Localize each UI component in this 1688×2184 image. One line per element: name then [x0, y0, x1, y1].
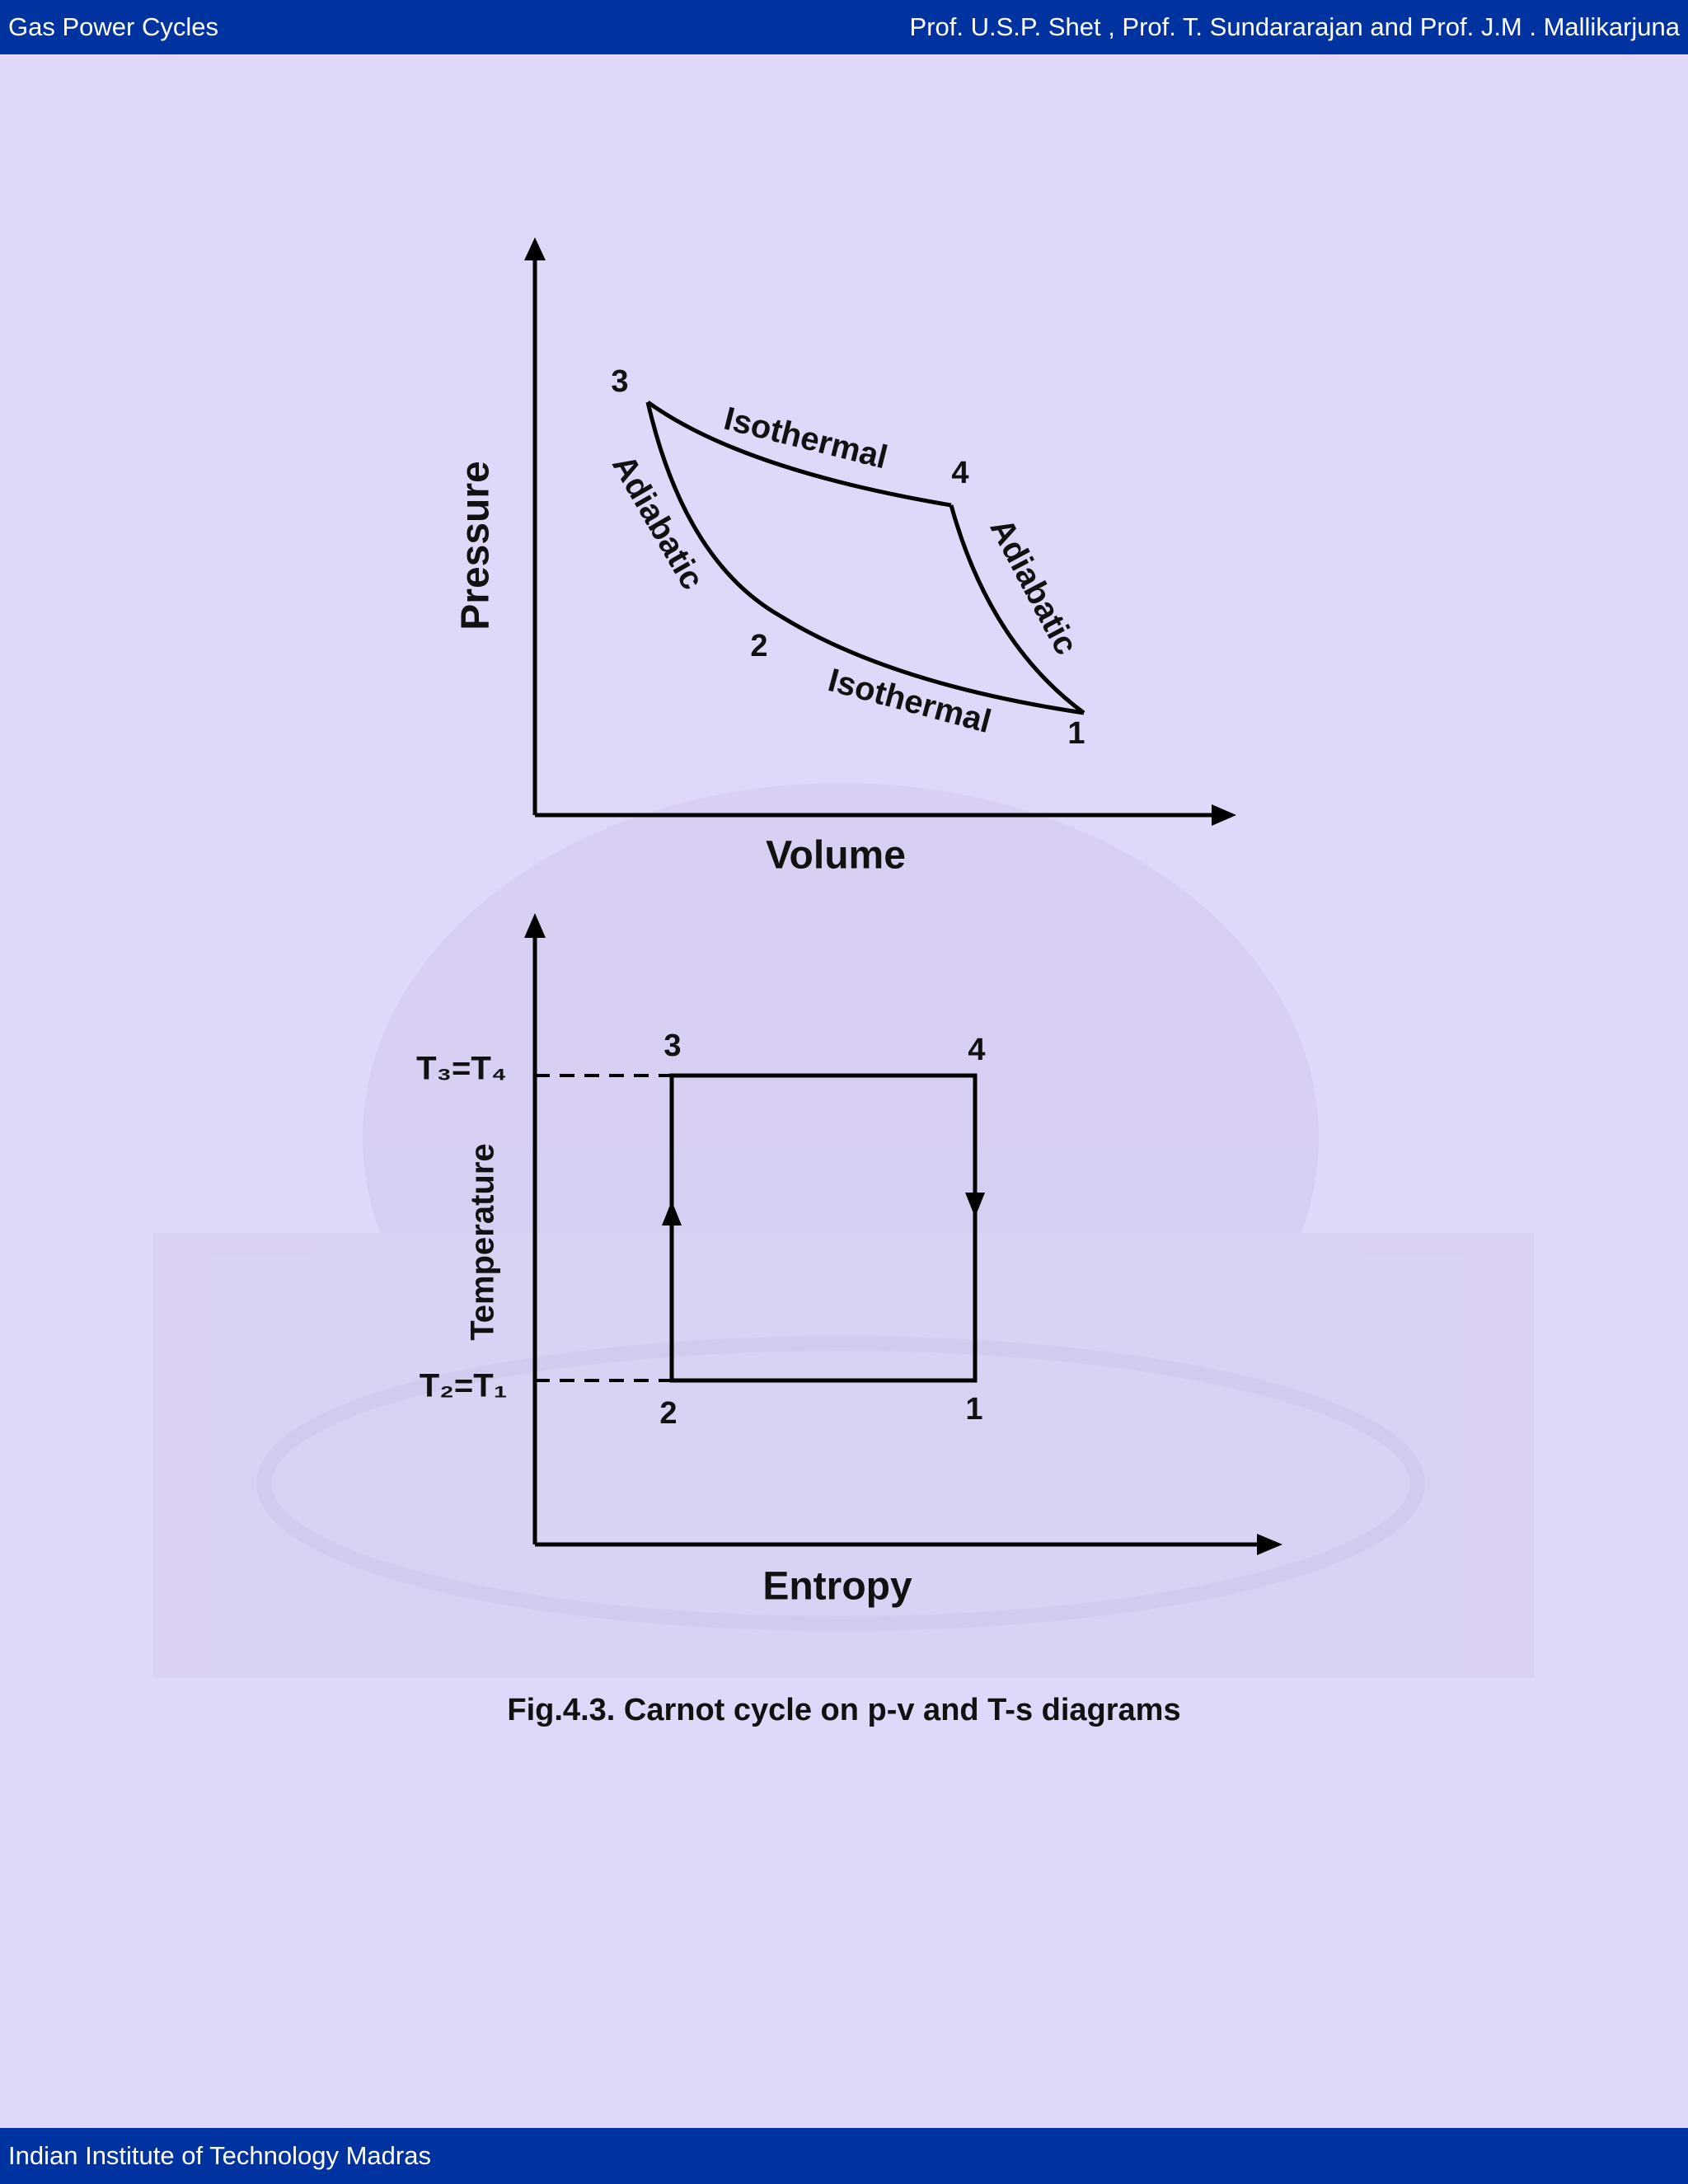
ts-cycle	[669, 1073, 978, 1383]
ts-axes	[524, 913, 1282, 1555]
footer-bar: Indian Institute of Technology Madras	[0, 2128, 1688, 2184]
axis-title: Temperature	[465, 1143, 501, 1340]
background-photo	[153, 783, 1534, 1678]
header-authors: Prof. U.S.P. Shet , Prof. T. Sundararaja…	[909, 12, 1680, 41]
process-label: Isothermal	[720, 401, 891, 476]
figure-caption: Fig.4.3. Carnot cycle on p-v and T-s dia…	[507, 1693, 1180, 1727]
axis-title: Entropy	[762, 1565, 912, 1609]
axis-title: Pressure	[454, 461, 498, 630]
point-label: 3	[611, 364, 628, 399]
direction-arrow	[965, 1193, 985, 1217]
process-label: Adiabatic	[982, 513, 1084, 661]
point-label: 1	[965, 1392, 982, 1427]
level-label: T₃=T₄	[416, 1051, 507, 1087]
direction-arrow	[662, 1201, 682, 1226]
header-bar: Gas Power Cycles Prof. U.S.P. Shet , Pro…	[0, 0, 1688, 54]
point-label: 4	[951, 456, 968, 490]
pv-axes	[524, 237, 1236, 826]
point-label: 4	[968, 1033, 985, 1067]
header-title: Gas Power Cycles	[8, 12, 218, 41]
figure: 3 4 1 2 Isothermal Adiabatic Isothermal …	[153, 237, 1534, 1728]
point-label: 2	[659, 1396, 677, 1431]
footer-institution: Indian Institute of Technology Madras	[8, 2141, 431, 2170]
point-label: 1	[1067, 716, 1085, 751]
point-label: 2	[750, 629, 767, 663]
axis-title: Volume	[766, 834, 906, 878]
level-label: T₂=T₁	[420, 1368, 508, 1404]
point-label: 3	[663, 1029, 681, 1063]
pv-cycle	[645, 400, 1085, 715]
process-label: Adiabatic	[605, 449, 710, 596]
